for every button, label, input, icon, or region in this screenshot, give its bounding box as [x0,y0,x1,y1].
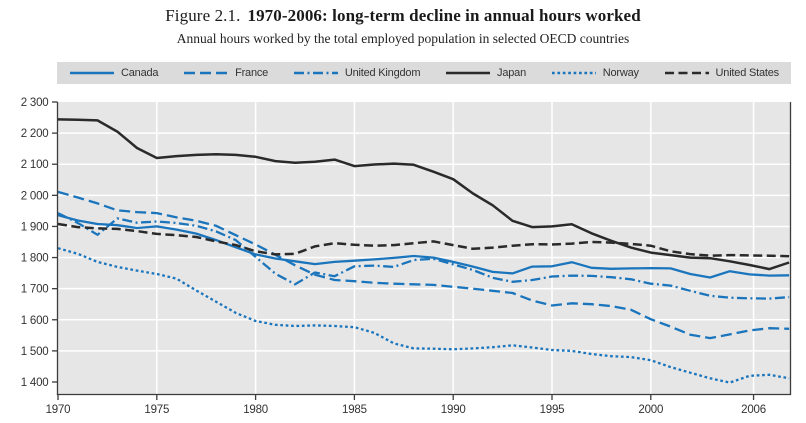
legend-line-sample-long-dash [184,71,229,75]
legend-item-japan: Japan [445,67,526,79]
y-tick-label: 1 900 [21,221,49,233]
legend-label: Norway [602,67,639,79]
series-line-norway [57,247,790,384]
y-tick-label: 2 300 [21,97,49,109]
figure-title: 1970-2006: long-term decline in annual h… [247,6,641,25]
legend-item-canada: Canada [69,67,159,79]
legend-line-sample-dotted [551,71,596,75]
legend-item-france: France [183,67,268,79]
x-tick-label: 1990 [441,404,466,416]
series-line-united-states [57,222,790,258]
figure-subtitle: Annual hours worked by the total employe… [176,31,630,46]
series-line-japan [57,118,790,271]
y-tick-label: 1 400 [21,377,49,389]
x-tick-label: 1980 [243,404,268,416]
y-tick-label: 2 100 [21,159,49,171]
legend-item-united-kingdom: United Kingdom [293,67,420,79]
legend-label: Canada [121,67,159,79]
x-tick-label: 2000 [638,404,663,416]
x-tick-label: 1975 [144,404,169,416]
x-tick-label: 1995 [540,404,565,416]
legend-line-sample-dash-dot [293,71,338,75]
gridlines [57,102,791,395]
legend-label: United Kingdom [344,67,421,79]
legend-item-united-states: United States [664,67,779,79]
legend-line-sample-dashed [664,71,709,75]
series-line-france [57,190,790,340]
legend-label: Japan [497,67,526,79]
figure-title-row: Figure 2.1. 1970-2006: long-term decline … [0,6,806,26]
legend-line-sample-solid [70,71,114,75]
figure-number: Figure 2.1. [165,6,241,25]
series-line-united-kingdom [57,212,790,300]
y-tick-label: 1 500 [21,346,49,358]
x-tick-label: 1985 [342,404,367,416]
x-tick-label: 1970 [46,404,71,416]
legend-line-sample-solid [446,71,491,75]
y-tick-label: 2 200 [21,128,49,140]
x-tick-label: 2006 [741,404,766,416]
legend-label: France [235,67,269,79]
y-tick-label: 1 600 [21,315,49,327]
plot-area [57,102,791,395]
y-tick-label: 2 000 [21,190,49,202]
y-tick-label: 1 800 [21,253,49,265]
chart-legend: Canada France United Kingdom Japan Norway Uni… [57,62,791,84]
series-line-canada [57,214,790,279]
legend-label: United States [715,67,780,79]
legend-item-norway: Norway [551,67,639,79]
axes [52,101,792,400]
tick-labels: 1 400 1 500 1 600 1 700 1 800 1 900 2 000 2 100… [21,97,766,416]
y-tick-label: 1 700 [21,284,49,296]
series-lines [57,118,790,384]
